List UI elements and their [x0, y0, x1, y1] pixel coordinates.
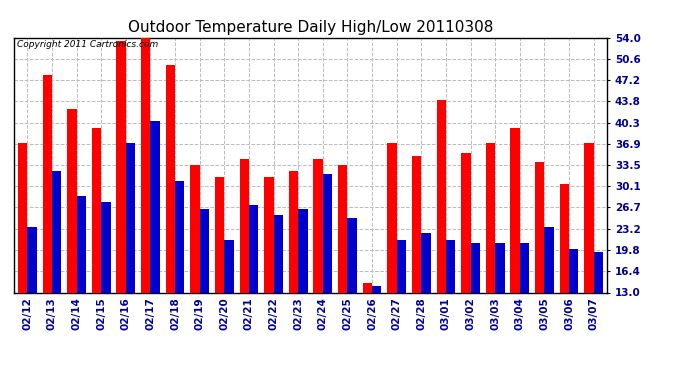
Bar — [289, 171, 298, 292]
Bar — [535, 162, 544, 292]
Bar — [18, 143, 28, 292]
Bar — [273, 215, 283, 292]
Bar — [313, 159, 323, 292]
Bar — [363, 283, 372, 292]
Bar — [495, 243, 504, 292]
Bar — [126, 143, 135, 292]
Bar — [471, 243, 480, 292]
Bar — [412, 156, 422, 292]
Bar — [372, 286, 382, 292]
Bar — [239, 159, 249, 292]
Bar — [569, 249, 578, 292]
Bar — [199, 209, 209, 292]
Bar — [422, 233, 431, 292]
Bar — [584, 143, 593, 292]
Bar — [338, 165, 348, 292]
Bar — [28, 227, 37, 292]
Bar — [397, 240, 406, 292]
Bar — [560, 184, 569, 292]
Bar — [544, 227, 554, 292]
Bar — [224, 240, 234, 292]
Bar — [52, 171, 61, 292]
Bar — [175, 180, 184, 292]
Bar — [446, 240, 455, 292]
Bar — [43, 75, 52, 292]
Bar — [101, 202, 110, 292]
Bar — [437, 100, 446, 292]
Bar — [593, 252, 603, 292]
Bar — [348, 218, 357, 292]
Bar — [511, 128, 520, 292]
Bar — [117, 40, 126, 292]
Bar — [190, 165, 199, 292]
Bar — [387, 143, 397, 292]
Bar — [150, 122, 160, 292]
Bar — [166, 66, 175, 292]
Bar — [141, 38, 150, 292]
Bar — [67, 109, 77, 292]
Title: Outdoor Temperature Daily High/Low 20110308: Outdoor Temperature Daily High/Low 20110… — [128, 20, 493, 35]
Bar — [461, 153, 471, 292]
Bar — [298, 209, 308, 292]
Bar — [215, 177, 224, 292]
Bar — [486, 143, 495, 292]
Text: Copyright 2011 Cartronics.com: Copyright 2011 Cartronics.com — [17, 40, 158, 49]
Bar — [520, 243, 529, 292]
Bar — [77, 196, 86, 292]
Bar — [92, 128, 101, 292]
Bar — [264, 177, 273, 292]
Bar — [323, 174, 332, 292]
Bar — [249, 206, 258, 292]
